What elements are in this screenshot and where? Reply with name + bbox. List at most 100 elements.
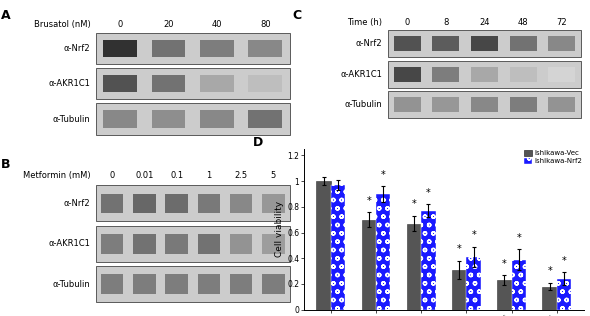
Text: 5: 5 — [271, 171, 276, 180]
Text: α-Nrf2: α-Nrf2 — [64, 199, 90, 208]
Text: α-Tubulin: α-Tubulin — [53, 114, 90, 124]
Text: 8: 8 — [443, 18, 448, 27]
Bar — [101, 234, 123, 254]
Bar — [96, 266, 290, 302]
Bar — [165, 274, 188, 294]
Bar — [388, 91, 581, 118]
Bar — [432, 36, 460, 51]
Bar — [200, 75, 234, 93]
Bar — [262, 193, 285, 213]
Text: 80: 80 — [260, 20, 271, 29]
Text: *: * — [502, 258, 507, 269]
Bar — [471, 36, 498, 51]
Bar — [230, 193, 253, 213]
Legend: Ishikawa-Vec, Ishikawa-Nrf2: Ishikawa-Vec, Ishikawa-Nrf2 — [523, 149, 584, 165]
Bar — [165, 234, 188, 254]
Text: 2.5: 2.5 — [235, 171, 248, 180]
Bar — [133, 234, 156, 254]
Text: α-AKR1C1: α-AKR1C1 — [48, 79, 90, 88]
Bar — [248, 75, 282, 93]
Bar — [548, 36, 575, 51]
Text: 24: 24 — [479, 18, 490, 27]
Text: α-Tubulin: α-Tubulin — [53, 280, 90, 289]
Text: 48: 48 — [518, 18, 529, 27]
Bar — [262, 274, 285, 294]
Bar — [248, 40, 282, 57]
Text: α-AKR1C1: α-AKR1C1 — [340, 70, 382, 79]
Text: 72: 72 — [556, 18, 567, 27]
Bar — [262, 234, 285, 254]
Bar — [103, 111, 137, 128]
Text: α-Tubulin: α-Tubulin — [345, 100, 382, 109]
Bar — [248, 111, 282, 128]
Text: *: * — [412, 199, 417, 210]
Bar — [394, 67, 421, 82]
Text: 0.01: 0.01 — [135, 171, 153, 180]
Bar — [200, 40, 234, 57]
Bar — [103, 40, 137, 57]
Bar — [432, 67, 460, 82]
Text: Time (h): Time (h) — [347, 18, 382, 27]
Bar — [198, 234, 220, 254]
Bar — [548, 67, 575, 82]
Bar — [331, 185, 345, 310]
Text: *: * — [457, 244, 461, 254]
Bar — [103, 75, 137, 93]
Bar — [471, 97, 498, 112]
Text: *: * — [516, 233, 522, 243]
Bar — [198, 193, 220, 213]
Bar — [133, 193, 156, 213]
Text: α-Nrf2: α-Nrf2 — [356, 39, 382, 48]
Text: *: * — [471, 230, 476, 240]
Y-axis label: Cell viability: Cell viability — [276, 201, 284, 258]
Bar — [230, 274, 253, 294]
Bar — [512, 259, 526, 310]
Bar — [394, 97, 421, 112]
Bar — [96, 103, 290, 135]
Text: Metformin (mM): Metformin (mM) — [23, 171, 90, 180]
Text: C: C — [292, 9, 301, 22]
Bar — [394, 36, 421, 51]
Bar — [152, 111, 185, 128]
Bar — [467, 257, 481, 310]
Bar — [200, 111, 234, 128]
Bar — [96, 33, 290, 64]
Text: A: A — [1, 9, 10, 22]
Text: *: * — [548, 266, 552, 276]
Bar — [362, 220, 376, 310]
Text: 0: 0 — [117, 20, 123, 29]
Bar — [96, 68, 290, 100]
Text: 0: 0 — [110, 171, 114, 180]
Bar — [497, 280, 512, 310]
Bar — [557, 279, 571, 310]
Bar — [101, 193, 123, 213]
Bar — [165, 193, 188, 213]
Text: 0: 0 — [405, 18, 409, 27]
Bar — [542, 287, 557, 310]
Bar — [421, 211, 435, 310]
Text: *: * — [562, 256, 566, 266]
Bar — [96, 226, 290, 262]
Text: *: * — [366, 196, 371, 206]
Bar — [510, 67, 537, 82]
Bar — [133, 274, 156, 294]
Bar — [510, 97, 537, 112]
Text: 1: 1 — [206, 171, 211, 180]
Text: Brusatol (nM): Brusatol (nM) — [34, 20, 90, 29]
Text: B: B — [1, 158, 10, 171]
Bar — [407, 223, 421, 310]
Bar — [152, 40, 185, 57]
Text: *: * — [381, 170, 386, 180]
Bar — [96, 185, 290, 221]
Text: *: * — [426, 188, 431, 198]
Bar — [432, 97, 460, 112]
Bar — [510, 36, 537, 51]
Bar — [152, 75, 185, 93]
Text: α-AKR1C1: α-AKR1C1 — [48, 239, 90, 248]
Text: 0.1: 0.1 — [170, 171, 183, 180]
Bar — [548, 97, 575, 112]
Bar — [388, 61, 581, 88]
Text: 20: 20 — [163, 20, 174, 29]
Text: 40: 40 — [212, 20, 222, 29]
Bar — [230, 234, 253, 254]
